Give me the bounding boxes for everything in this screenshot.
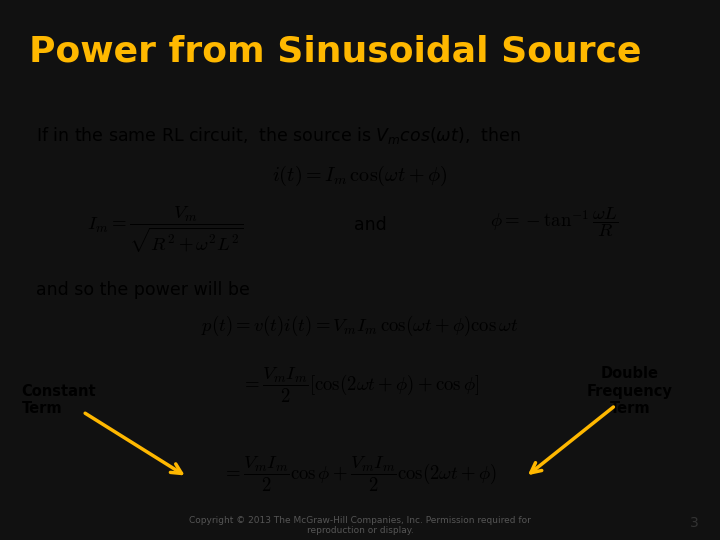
Text: Copyright © 2013 The McGraw-Hill Companies, Inc. Permission required for
reprodu: Copyright © 2013 The McGraw-Hill Compani… (189, 516, 531, 536)
Text: $= \dfrac{V_m I_m}{2}[\cos(2\omega t + \phi) + \cos\phi]$: $= \dfrac{V_m I_m}{2}[\cos(2\omega t + \… (241, 366, 479, 405)
Text: If in the same RL circuit,  the source is $V_m\mathit{cos(\omega t)}$,  then: If in the same RL circuit, the source is… (36, 125, 521, 146)
Text: $I_m = \dfrac{V_m}{\sqrt{R^2 + \omega^2 L^2}}$: $I_m = \dfrac{V_m}{\sqrt{R^2 + \omega^2 … (87, 205, 244, 255)
Text: Power from Sinusoidal Source: Power from Sinusoidal Source (29, 35, 642, 69)
Text: and: and (354, 216, 387, 234)
Text: Double
Frequency
Term: Double Frequency Term (587, 366, 673, 416)
Text: $\phi = -\tan^{-1}\dfrac{\omega L}{R}$: $\phi = -\tan^{-1}\dfrac{\omega L}{R}$ (490, 205, 618, 239)
Text: and so the power will be: and so the power will be (36, 281, 250, 299)
Text: $i(t) = I_m\,\cos(\omega t + \phi)$: $i(t) = I_m\,\cos(\omega t + \phi)$ (272, 164, 448, 188)
Text: $p(t) = v(t)i(t) = V_m I_m\,\cos(\omega t + \phi)\cos\omega t$: $p(t) = v(t)i(t) = V_m I_m\,\cos(\omega … (202, 314, 518, 338)
Text: $= \dfrac{V_m I_m}{2}\cos\phi + \dfrac{V_m I_m}{2}\cos(2\omega t + \phi)$: $= \dfrac{V_m I_m}{2}\cos\phi + \dfrac{V… (222, 455, 498, 494)
Text: Constant
Term: Constant Term (22, 383, 96, 416)
Text: 3: 3 (690, 516, 698, 530)
